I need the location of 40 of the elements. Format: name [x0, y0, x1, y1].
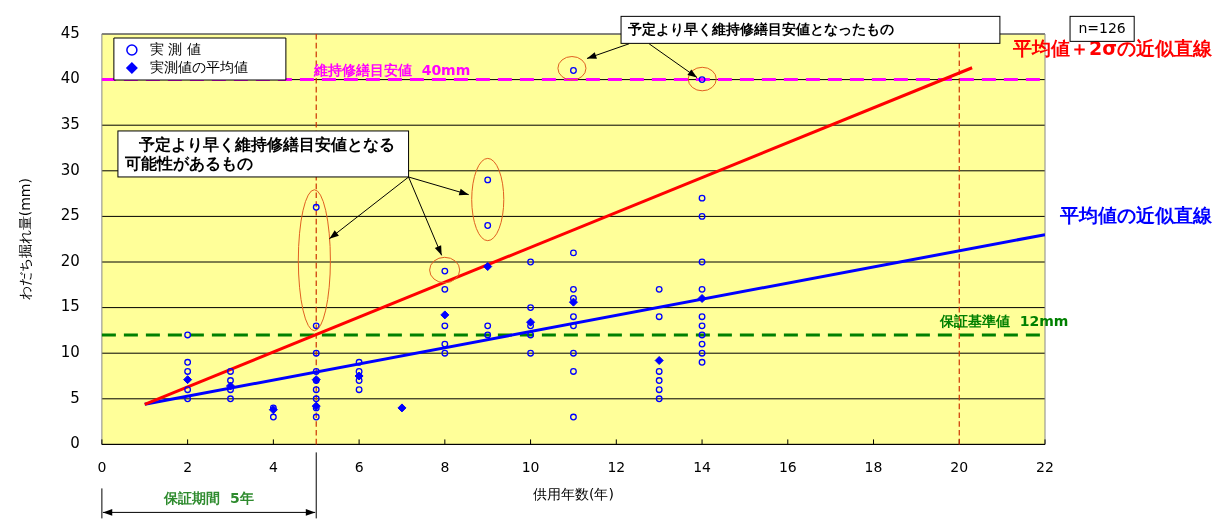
point: [397, 403, 407, 413]
legend-label: 実 測 値: [149, 40, 201, 57]
y-tick-label: 5: [70, 388, 80, 407]
y-tick-label: 25: [60, 206, 80, 225]
point: [183, 375, 193, 385]
y-tick-label: 40: [60, 69, 80, 88]
x-tick-label: 20: [950, 459, 969, 476]
ref-line-label: 保証基準値 12mm: [939, 312, 1069, 329]
point: [440, 310, 450, 320]
y-tick-label: 20: [60, 251, 80, 270]
legend-label: 実測値の平均値: [149, 58, 248, 75]
text: n=126: [1078, 20, 1126, 37]
ref-line-label: 維持修繕目安値 40mm: [312, 62, 471, 79]
x-tick-label: 10: [521, 459, 540, 476]
x-tick-label: 18: [864, 459, 883, 476]
text: 平均値＋2σの近似直線: [1011, 37, 1213, 60]
y-tick-label: 30: [60, 160, 80, 179]
x-tick-label: 4: [268, 459, 278, 476]
x-tick-label: 22: [1036, 459, 1054, 476]
y-tick-label: 15: [60, 297, 80, 316]
x-tick-label: 8: [440, 459, 450, 476]
x-tick-label: 14: [693, 459, 712, 476]
x-tick-label: 2: [183, 459, 193, 476]
x-tick-label: 6: [354, 459, 364, 476]
x-axis-title: 供用年数(年): [532, 486, 614, 503]
y-tick-label: 0: [70, 434, 80, 453]
text: 保証期間 5年: [163, 490, 255, 509]
series-label: 平均値の近似直線: [1059, 204, 1213, 227]
y-tick-label: 45: [60, 23, 80, 42]
y-axis-title: わだち掘れ量(mm): [17, 178, 34, 301]
x-tick-label: 16: [778, 459, 797, 476]
point: [526, 317, 536, 327]
point: [483, 262, 493, 272]
point: [697, 293, 707, 303]
y-tick-label: 35: [60, 115, 80, 134]
x-tick-label: 12: [607, 459, 626, 476]
y-tick-label: 10: [60, 343, 80, 362]
x-tick-label: 0: [97, 459, 107, 476]
point: [568, 297, 578, 307]
point: [654, 356, 664, 365]
